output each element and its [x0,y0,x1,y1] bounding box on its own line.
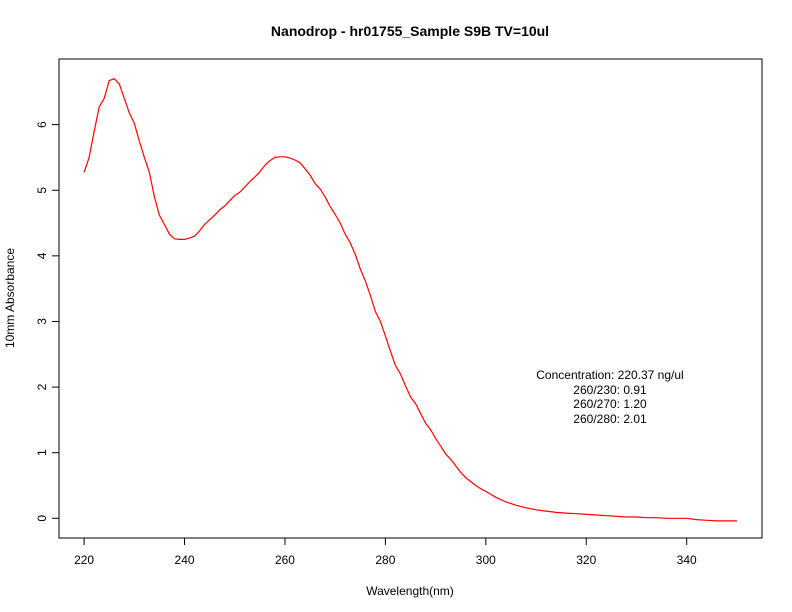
x-tick-label: 340 [677,553,697,567]
x-tick-label: 300 [476,553,496,567]
y-axis: 0 1 2 3 4 5 6 [35,121,59,522]
y-tick-label: 1 [35,449,49,456]
y-tick-label: 4 [35,252,49,259]
chart-title: Nanodrop - hr01755_Sample S9B TV=10ul [271,23,549,39]
plot-frame [58,58,763,539]
annotation-box: Concentration: 220.37 ng/ul 260/230: 0.9… [536,368,683,426]
series-layer [83,78,737,522]
y-tick-label: 3 [35,318,49,325]
absorbance-series-line [83,78,737,522]
y-tick-label: 6 [35,121,49,128]
x-tick-label: 260 [275,553,295,567]
x-axis-label: Wavelength(nm) [366,584,454,598]
x-tick-label: 240 [175,553,195,567]
annotation-260-280: 260/280: 2.01 [573,412,647,426]
y-tick-label: 5 [35,187,49,194]
annotation-260-230: 260/230: 0.91 [573,383,647,397]
y-axis-label: 10mm Absorbance [3,248,17,348]
y-tick-label: 0 [35,515,49,522]
annotation-260-270: 260/270: 1.20 [573,397,647,411]
x-tick-label: 220 [74,553,94,567]
annotation-concentration: Concentration: 220.37 ng/ul [536,368,683,382]
y-tick-label: 2 [35,383,49,390]
x-tick-label: 320 [576,553,596,567]
x-axis: 220 240 260 280 300 320 340 [74,538,697,567]
x-tick-label: 280 [375,553,395,567]
